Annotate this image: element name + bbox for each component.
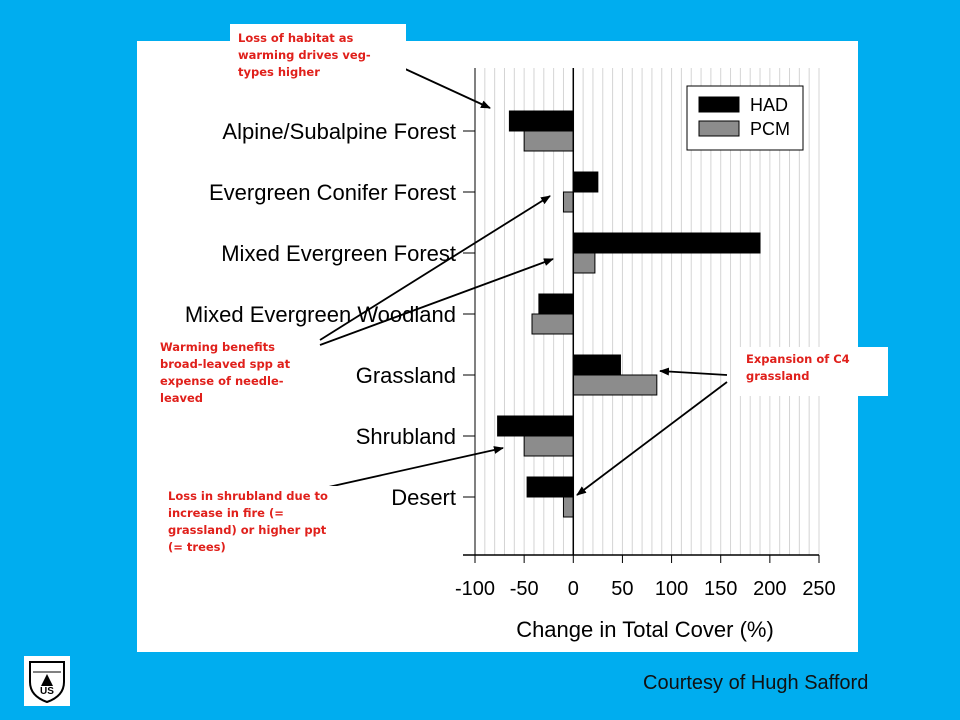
annotation-arrow <box>319 195 551 341</box>
bar-pcm-1 <box>562 191 574 213</box>
x-tick-label: 50 <box>611 578 633 600</box>
annotation-habitat: Loss of habitat as warming drives veg-ty… <box>230 24 406 92</box>
x-tick-label: 100 <box>655 578 688 600</box>
logo-text: US <box>40 686 54 697</box>
annotation-arrow <box>319 258 554 346</box>
category-label: Mixed Evergreen Forest <box>221 241 456 266</box>
annotation-arrow <box>314 446 504 491</box>
bar-had-2 <box>572 232 761 254</box>
x-tick-label: -100 <box>455 578 495 600</box>
x-tick-label: 250 <box>802 578 835 600</box>
x-axis-label: Change in Total Cover (%) <box>516 617 774 642</box>
bar-pcm-6 <box>562 496 574 518</box>
bar-pcm-3 <box>531 313 574 335</box>
annotation-arrows <box>314 61 728 496</box>
legend: HAD PCM <box>686 85 804 151</box>
bar-pcm-4 <box>572 374 658 396</box>
bar-had-1 <box>572 171 599 193</box>
bar-had-6 <box>526 476 574 498</box>
bar-had-0 <box>508 110 574 132</box>
bar-had-4 <box>572 354 621 376</box>
category-label: Desert <box>391 485 456 510</box>
x-tick-label: 150 <box>704 578 737 600</box>
x-tick-label: -50 <box>510 578 539 600</box>
bar-had-5 <box>497 415 574 437</box>
bar-had-3 <box>538 293 574 315</box>
annotation-arrow <box>659 367 728 376</box>
category-label: Alpine/Subalpine Forest <box>222 119 456 144</box>
annotation-shrubland: Loss in shrubland due to increase in fir… <box>164 486 344 558</box>
x-tick-label: 200 <box>753 578 786 600</box>
annotation-arrow <box>389 61 491 109</box>
category-label: Shrubland <box>356 424 456 449</box>
annotation-warming: Warming benefits broad-leaved spp at exp… <box>156 337 314 409</box>
annotation-c4-grassland: Expansion of C4 grassland <box>737 347 888 396</box>
category-label: Mixed Evergreen Woodland <box>185 302 456 327</box>
bar-pcm-2 <box>572 252 596 274</box>
legend-label-had: HAD <box>750 95 788 115</box>
x-tick-label: 0 <box>568 578 579 600</box>
legend-swatch-had <box>698 96 740 113</box>
annotation-arrow <box>576 381 728 496</box>
category-label: Evergreen Conifer Forest <box>209 180 456 205</box>
category-label: Grassland <box>356 363 456 388</box>
forest-service-shield-icon: US <box>24 656 70 706</box>
bar-pcm-0 <box>523 130 574 152</box>
bar-pcm-5 <box>523 435 574 457</box>
legend-label-pcm: PCM <box>750 119 790 139</box>
legend-swatch-pcm <box>698 120 740 137</box>
credit-text: Courtesy of Hugh Safford <box>643 672 869 694</box>
